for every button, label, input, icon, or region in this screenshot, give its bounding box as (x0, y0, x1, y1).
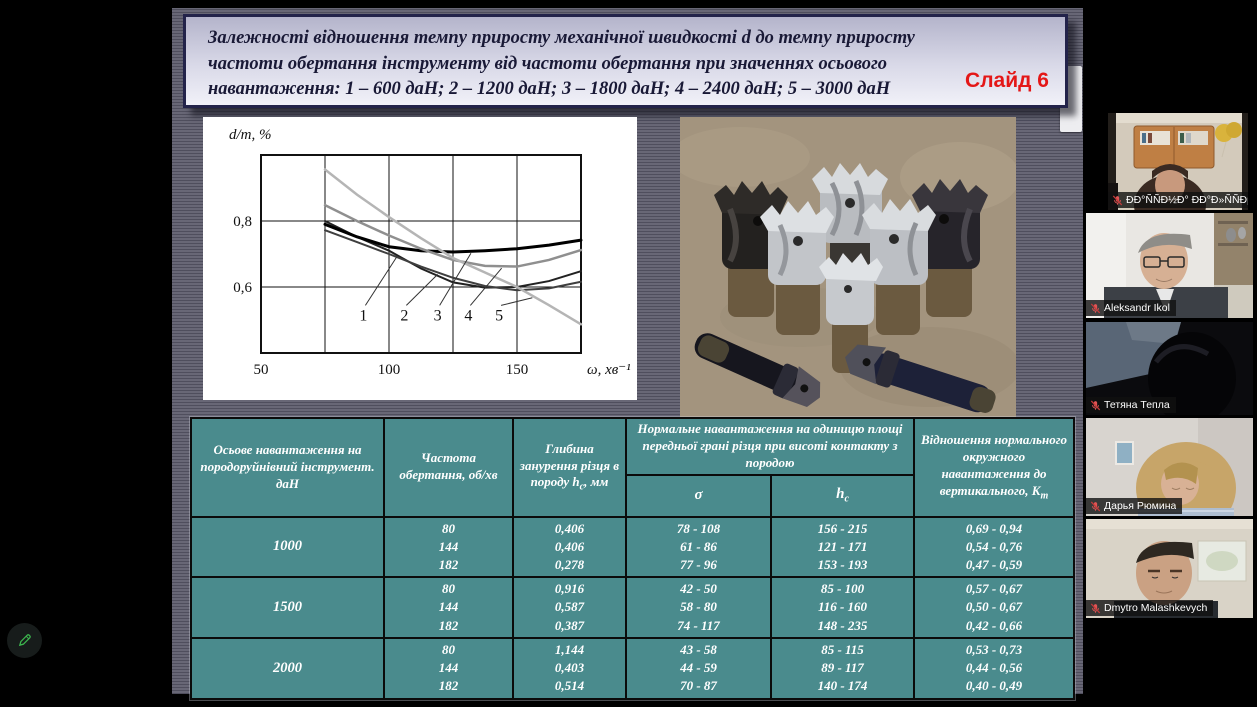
col-header-km-ratio: Відношення нормального окружного наванта… (913, 417, 1075, 518)
col-header-penetration-depth: Глибина занурення різця в породу hс, мм (512, 417, 627, 518)
participant-name: Тетяна Тепла (1104, 399, 1170, 411)
hc-cell: 156 - 215 121 - 171 153 - 193 (770, 515, 915, 579)
participant-tile-4[interactable]: Дарья Рюмина (1086, 418, 1253, 516)
mic-muted-icon (1090, 602, 1101, 613)
drill-bit (862, 199, 936, 335)
participant-tile-5[interactable]: Dmytro Malashkevych (1086, 519, 1253, 618)
drill-bit-lying (845, 344, 996, 413)
participant-tile-2[interactable]: Aleksandr Ikol (1086, 213, 1253, 318)
mic-muted-icon (1112, 194, 1123, 205)
annotation-pencil-button[interactable] (7, 623, 42, 658)
drill-bit (812, 163, 888, 277)
svg-text:d/m, %: d/m, % (229, 127, 272, 143)
km-cell: 0,53 - 0,73 0,44 - 0,56 0,40 - 0,49 (913, 636, 1075, 700)
drill-bit (760, 201, 834, 335)
svg-text:0,6: 0,6 (233, 280, 252, 296)
pencil-icon (18, 634, 31, 647)
chart-panel: 1 2 3 4 5 0,8 0,6 50 100 150 d/m, % ω, хв⁻¹ (203, 117, 637, 400)
svg-text:4: 4 (464, 307, 472, 324)
load-cell: 1500 (190, 576, 385, 639)
slide-title-box: Залежності відношення темпу приросту мех… (183, 14, 1068, 108)
participant-video (1086, 418, 1253, 516)
sigma-cell: 78 - 108 61 - 86 77 - 96 (625, 515, 772, 579)
table-row: 1000 80 144 182 0,406 0,406 0,278 78 - 108 61… (190, 515, 1075, 579)
table-row: 2000 80 144 182 1,144 0,403 0,514 43 - 58 44 … (190, 636, 1075, 700)
shared-screen-slide: Залежності відношення темпу приросту мех… (172, 8, 1083, 700)
col-subheader-hc: hc (770, 473, 915, 518)
drill-bits-photo (680, 117, 1016, 417)
svg-text:150: 150 (506, 362, 529, 378)
load-cell: 1000 (190, 515, 385, 579)
participant-tile-3[interactable]: Тетяна Тепла (1086, 322, 1253, 415)
depth-cell: 0,406 0,406 0,278 (512, 515, 627, 579)
col-header-normal-load: Нормальне навантаження на одиницю площі … (625, 417, 915, 476)
km-cell: 0,69 - 0,94 0,54 - 0,76 0,47 - 0,59 (913, 515, 1075, 579)
participant-name-bar: ĐĐ°ÑÑĐ½Đ° ĐĐ°Đ»ÑÑĐµĐ½Đ.. (1108, 192, 1248, 208)
svg-text:5: 5 (495, 307, 503, 324)
freq-cell: 80 144 182 (383, 515, 514, 579)
svg-text:2: 2 (400, 307, 408, 324)
mic-muted-icon (1090, 399, 1101, 410)
svg-text:0,8: 0,8 (233, 214, 252, 230)
participant-name: Дарья Рюмина (1104, 500, 1177, 512)
drill-bit (912, 179, 988, 317)
col-subheader-sigma: σ (625, 473, 772, 518)
sigma-cell: 42 - 50 58 - 80 74 - 117 (625, 576, 772, 639)
mic-muted-icon (1090, 500, 1101, 511)
drilling-parameters-table: Осьове навантаження на породоруйнівний і… (190, 417, 1075, 700)
slide-number-badge: Слайд 6 (965, 69, 1049, 92)
km-cell: 0,57 - 0,67 0,50 - 0,67 0,42 - 0,66 (913, 576, 1075, 639)
hc-cell: 85 - 100 116 - 160 148 - 235 (770, 576, 915, 639)
drill-bits-illustration (680, 117, 1016, 417)
table-row: 1500 80 144 182 0,916 0,587 0,387 42 - 50 58 … (190, 576, 1075, 639)
participant-name: ĐĐ°ÑÑĐ½Đ° ĐĐ°Đ»ÑÑĐµĐ½Đ.. (1126, 194, 1248, 206)
participant-name-bar: Дарья Рюмина (1086, 498, 1183, 514)
svg-text:100: 100 (378, 362, 401, 378)
slide-title: Залежності відношення темпу приросту мех… (208, 28, 915, 100)
sigma-cell: 43 - 58 44 - 59 70 - 87 (625, 636, 772, 700)
participant-name: Dmytro Malashkevych (1104, 602, 1208, 614)
drill-bit (819, 253, 883, 373)
svg-text:1: 1 (359, 307, 367, 324)
depth-cell: 1,144 0,403 0,514 (512, 636, 627, 700)
col-header-axial-load: Осьове навантаження на породоруйнівний і… (190, 417, 385, 518)
depth-cell: 0,916 0,587 0,387 (512, 576, 627, 639)
participant-name: Aleksandr Ikol (1104, 302, 1170, 314)
freq-cell: 80 144 182 (383, 576, 514, 639)
participant-name-bar: Aleksandr Ikol (1086, 300, 1176, 316)
hc-cell: 85 - 115 89 - 117 140 - 174 (770, 636, 915, 700)
svg-text:3: 3 (434, 307, 442, 324)
svg-text:50: 50 (254, 362, 269, 378)
participant-name-bar: Тетяна Тепла (1086, 397, 1176, 413)
freq-cell: 80 144 182 (383, 636, 514, 700)
ratio-vs-rpm-chart: 1 2 3 4 5 0,8 0,6 50 100 150 d/m, % ω, хв⁻¹ (229, 127, 631, 378)
participant-tile-1[interactable]: ĐĐ°ÑÑĐ½Đ° ĐĐ°Đ»ÑÑĐµĐ½Đ.. (1108, 113, 1248, 210)
participant-name-bar: Dmytro Malashkevych (1086, 600, 1214, 616)
svg-text:ω, хв⁻¹: ω, хв⁻¹ (587, 362, 631, 378)
drill-bit-lying (694, 333, 821, 408)
load-cell: 2000 (190, 636, 385, 700)
col-header-rotation-freq: Частота обертання, об/хв (383, 417, 514, 518)
mic-muted-icon (1090, 302, 1101, 313)
